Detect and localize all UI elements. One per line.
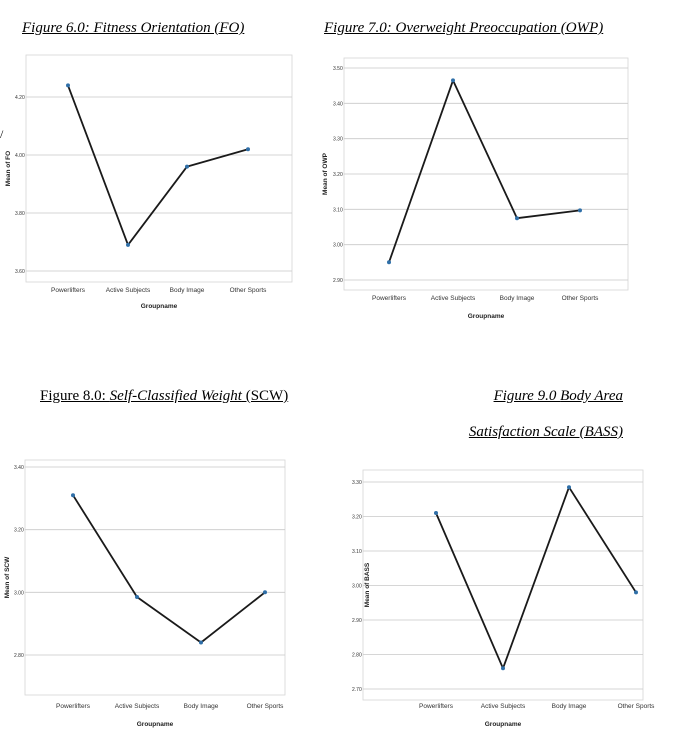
bass-data-point: [434, 511, 438, 515]
scw-x-axis-title: Groupname: [137, 721, 174, 728]
owp-x-tick-label: Powerlifters: [372, 295, 407, 302]
owp-data-point: [387, 260, 391, 265]
scw-y-axis-title: Mean of SCW: [4, 556, 11, 598]
bass-y-axis-title: Mean of BASS: [364, 562, 371, 607]
fo-x-tick-label: Active Subjects: [106, 287, 151, 294]
scw-x-tick-label: Other Sports: [247, 703, 285, 710]
bass-series-line: [435, 486, 637, 670]
scw-x-tick-label: Active Subjects: [115, 703, 160, 710]
stray-mark: /: [0, 128, 4, 140]
bass-y-tick-label: 3.00: [352, 584, 362, 590]
owp-data-point: [451, 78, 455, 83]
figure-9-title-line1: Figure 9.0 Body Area: [494, 389, 623, 404]
figure-7-name: Overweight Preoccupation (OWP): [395, 20, 604, 36]
owp-x-axis-title: Groupname: [468, 313, 505, 320]
owp-y-tick-label: 3.00: [333, 243, 343, 249]
figure-6-title: Figure 6.0: Fitness Orientation (FO): [22, 21, 244, 36]
owp-y-tick-label: 3.20: [333, 172, 343, 178]
owp-y-tick-label: 3.10: [333, 207, 343, 213]
owp-y-tick-label: 3.40: [333, 101, 343, 107]
figure-6-label: Figure 6.0:: [22, 20, 94, 36]
fo-series-line: [67, 85, 249, 246]
scw-series-line: [72, 494, 266, 644]
bass-y-tick-label: 2.80: [352, 653, 362, 659]
owp-data-point: [515, 216, 519, 221]
bass-x-tick-label: Other Sports: [618, 703, 656, 710]
fo-data-point: [126, 242, 130, 247]
figure-9-title-line2: Satisfaction Scale (BASS): [469, 425, 623, 440]
owp-y-tick-label: 2.90: [333, 278, 343, 284]
bass-data-point: [634, 590, 638, 595]
figure-9-name-cont: Satisfaction Scale (BASS): [468, 424, 623, 440]
figure-7-label: Figure 7.0:: [324, 20, 396, 36]
scw-y-tick-label: 3.20: [14, 528, 24, 534]
owp-x-tick-label: Body Image: [500, 295, 535, 302]
fo-x-tick-label: Powerlifters: [51, 287, 86, 294]
owp-series-line: [388, 79, 581, 263]
fo-y-axis-title: Mean of FO: [5, 151, 12, 186]
scw-x-tick-label: Body Image: [184, 703, 219, 710]
bass-y-tick-label: 3.10: [352, 549, 362, 555]
bass-x-tick-label: Powerlifters: [419, 703, 454, 710]
scw-data-point: [71, 493, 75, 498]
bass-x-tick-label: Active Subjects: [481, 703, 526, 710]
fo-x-tick-label: Body Image: [170, 287, 205, 294]
figure-9-label: Figure 9.0: [493, 388, 561, 404]
scw-data-point: [135, 595, 139, 599]
fo-chart-group: 3.60 3.80 4.00 4.20 Powerlifters Active Subje…: [5, 54, 293, 310]
bass-y-tick-label: 2.90: [352, 618, 362, 624]
fo-x-tick-label: Other Sports: [230, 287, 268, 294]
figure-9-name: Body Area: [560, 388, 623, 404]
bass-x-tick-label: Body Image: [552, 703, 587, 710]
fo-plot-frame: [25, 54, 293, 283]
owp-y-tick-label: 3.50: [333, 66, 343, 72]
scw-y-tick-label: 3.40: [14, 465, 24, 471]
scw-y-tick-label: 3.00: [14, 590, 24, 596]
bass-x-axis-title: Groupname: [485, 721, 522, 728]
figure-8-title: Figure 8.0: Self-Classified Weight (SCW): [40, 389, 288, 404]
scw-chart-group: 2.80 3.00 3.20 3.40 Powerlifters Active Subje…: [4, 459, 286, 728]
bass-y-tick-label: 3.30: [352, 480, 362, 486]
bass-plot-frame: [362, 469, 644, 701]
fo-x-axis-title: Groupname: [141, 303, 178, 310]
owp-chart-group: 2.90 3.00 3.10 3.20 3.30 3.40 3.50 Powerlifters…: [322, 57, 629, 320]
figure-7-title: Figure 7.0: Overweight Preoccupation (OW…: [324, 21, 603, 36]
scw-x-tick-label: Powerlifters: [56, 703, 91, 710]
figure-8-name: Self-Classified Weight: [109, 388, 242, 404]
scw-data-point: [263, 590, 267, 595]
owp-x-tick-label: Other Sports: [562, 295, 600, 302]
owp-y-tick-label: 3.30: [333, 137, 343, 143]
owp-data-point: [578, 208, 582, 213]
figure-8-abbr: (SCW): [241, 388, 289, 404]
figure-6-name: Fitness Orientation (FO): [93, 20, 245, 36]
owp-y-axis-title: Mean of OWP: [322, 152, 329, 195]
owp-x-tick-label: Active Subjects: [431, 295, 476, 302]
bass-y-tick-label: 2.70: [352, 687, 362, 693]
fo-y-tick-label: 3.80: [15, 211, 25, 217]
scw-data-point: [199, 640, 203, 645]
fo-data-point: [246, 147, 250, 152]
fo-y-tick-label: 4.00: [15, 153, 25, 159]
fo-data-point: [185, 164, 189, 169]
fo-data-point: [66, 83, 70, 88]
scw-y-tick-label: 2.80: [14, 653, 24, 659]
bass-chart-group: 2.70 2.80 2.90 3.00 3.10 3.20 3.30 Powerlifters…: [352, 469, 656, 728]
fo-y-tick-label: 4.20: [15, 95, 25, 101]
bass-data-point: [501, 666, 505, 671]
bass-y-tick-label: 3.20: [352, 515, 362, 521]
fo-y-tick-label: 3.60: [15, 269, 25, 275]
bass-data-point: [567, 485, 571, 490]
scw-plot-frame: [24, 459, 286, 696]
figure-8-label: Figure 8.0:: [40, 388, 110, 404]
